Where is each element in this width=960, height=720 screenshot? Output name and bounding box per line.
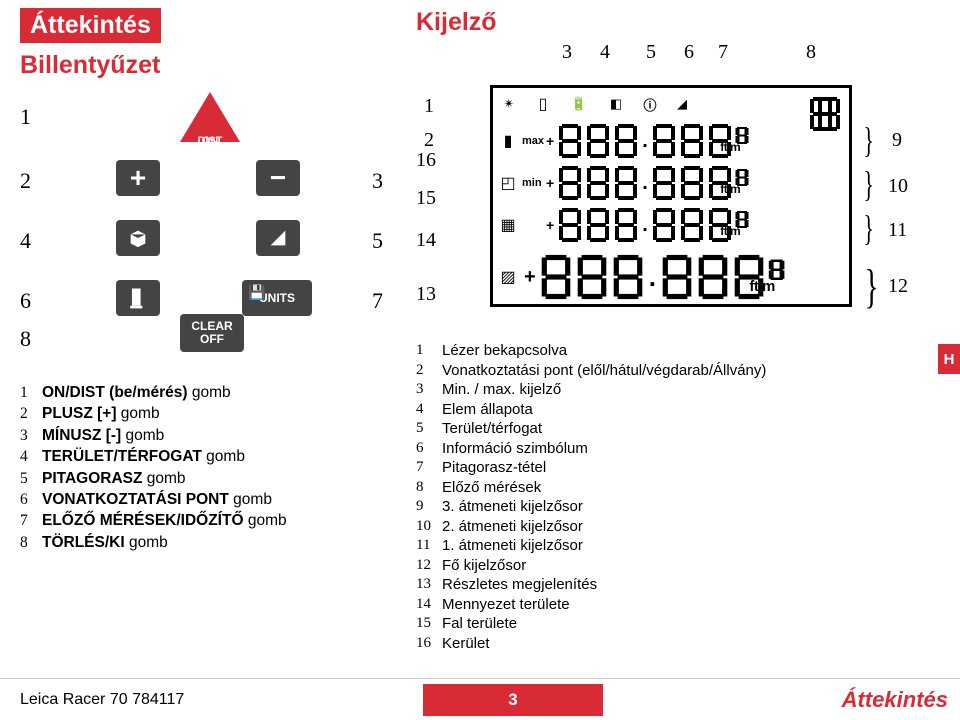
prev-digits — [778, 97, 848, 112]
dcallout-6: 6 — [684, 41, 694, 64]
key-area-volume — [116, 220, 160, 256]
key-minus: − — [256, 160, 300, 196]
dcallout-11: 11 — [888, 219, 907, 242]
dcallout-4: 4 — [600, 41, 610, 64]
laser-icon: ✴ — [494, 96, 524, 112]
perim-icon: ◰ — [494, 173, 522, 193]
dcallout-8: 8 — [806, 41, 816, 64]
key-units: 💾UNITS — [242, 280, 312, 316]
display-row-2: ◰ min + . ftim — [494, 165, 852, 201]
dcallout-13: 13 — [416, 283, 436, 306]
key-pythagoras — [256, 220, 300, 256]
display-diagram: 3 4 5 6 7 8 1 2 16 15 14 13 9 10 11 12 }… — [416, 41, 936, 341]
pyth-icon: ◢ — [664, 96, 700, 112]
cube-icon — [127, 227, 149, 249]
dcallout-12: 12 — [888, 275, 908, 298]
callout-3: 3 — [372, 168, 383, 194]
reference-icon — [125, 285, 151, 311]
keypad-diagram: 1 2 3 4 5 6 7 8 ONDIST + − 💾UNITS CLEARO… — [20, 86, 400, 376]
key-reference — [116, 280, 160, 316]
display-heading: Kijelző — [416, 8, 948, 37]
footer-product: Leica Racer 70 784117 — [0, 691, 184, 709]
dcallout-3: 3 — [562, 41, 572, 64]
callout-6: 6 — [20, 288, 31, 314]
display-legend: 1Lézer bekapcsolva 2Vonatkoztatási pont … — [416, 341, 948, 653]
dcallout-14: 14 — [416, 229, 436, 252]
wall-icon: ▦ — [494, 215, 522, 235]
callout-4: 4 — [20, 228, 31, 254]
callout-7: 7 — [372, 288, 383, 314]
callout-5: 5 — [372, 228, 383, 254]
footer-section: Áttekintés — [842, 687, 960, 713]
side-marker: H — [938, 344, 960, 374]
triangle-icon — [267, 227, 289, 249]
display-row-3: ▦ + . ftim — [494, 207, 852, 243]
ceiling-icon: ▨ — [494, 267, 522, 287]
dcallout-15: 15 — [416, 187, 436, 210]
min-label: min — [522, 177, 544, 189]
dcallout-5: 5 — [646, 41, 656, 64]
volume-top-icon: ◧ — [596, 96, 636, 112]
dcallout-9: 9 — [892, 129, 902, 152]
callout-1: 1 — [20, 104, 31, 130]
keypad-heading: Billentyűzet — [20, 51, 398, 80]
battery-icon: 🔋 — [562, 96, 596, 112]
display-row-1: ▮ max + . ftim — [494, 123, 852, 159]
keypad-legend: 1ON/DIST (be/mérés) gomb 2PLUSZ [+] gomb… — [20, 382, 398, 553]
dcallout-16: 16 — [416, 149, 436, 172]
footer: Leica Racer 70 784117 3 Áttekintés — [0, 678, 960, 720]
key-on-dist: ONDIST — [180, 92, 240, 142]
key-clear-off: CLEAROFF — [180, 314, 244, 352]
footer-page: 3 — [423, 684, 602, 716]
ref-subicon: ▮ — [494, 131, 522, 151]
dcallout-1: 1 — [424, 95, 434, 118]
display-row-main: ▨ + . ftim — [494, 253, 852, 301]
callout-2: 2 — [20, 168, 31, 194]
info-icon: ⓘ — [636, 95, 664, 114]
key-plus: + — [116, 160, 160, 196]
display-top-icons: ✴ ▯ 🔋 ◧ ⓘ ◢ — [494, 89, 848, 119]
max-label: max — [522, 135, 544, 147]
disk-icon: 💾 — [248, 284, 265, 301]
dcallout-7: 7 — [718, 41, 728, 64]
reference-icon-top: ▯ — [524, 94, 562, 114]
dcallout-10: 10 — [888, 175, 908, 198]
callout-8: 8 — [20, 326, 31, 352]
page-title: Áttekintés — [20, 8, 161, 43]
